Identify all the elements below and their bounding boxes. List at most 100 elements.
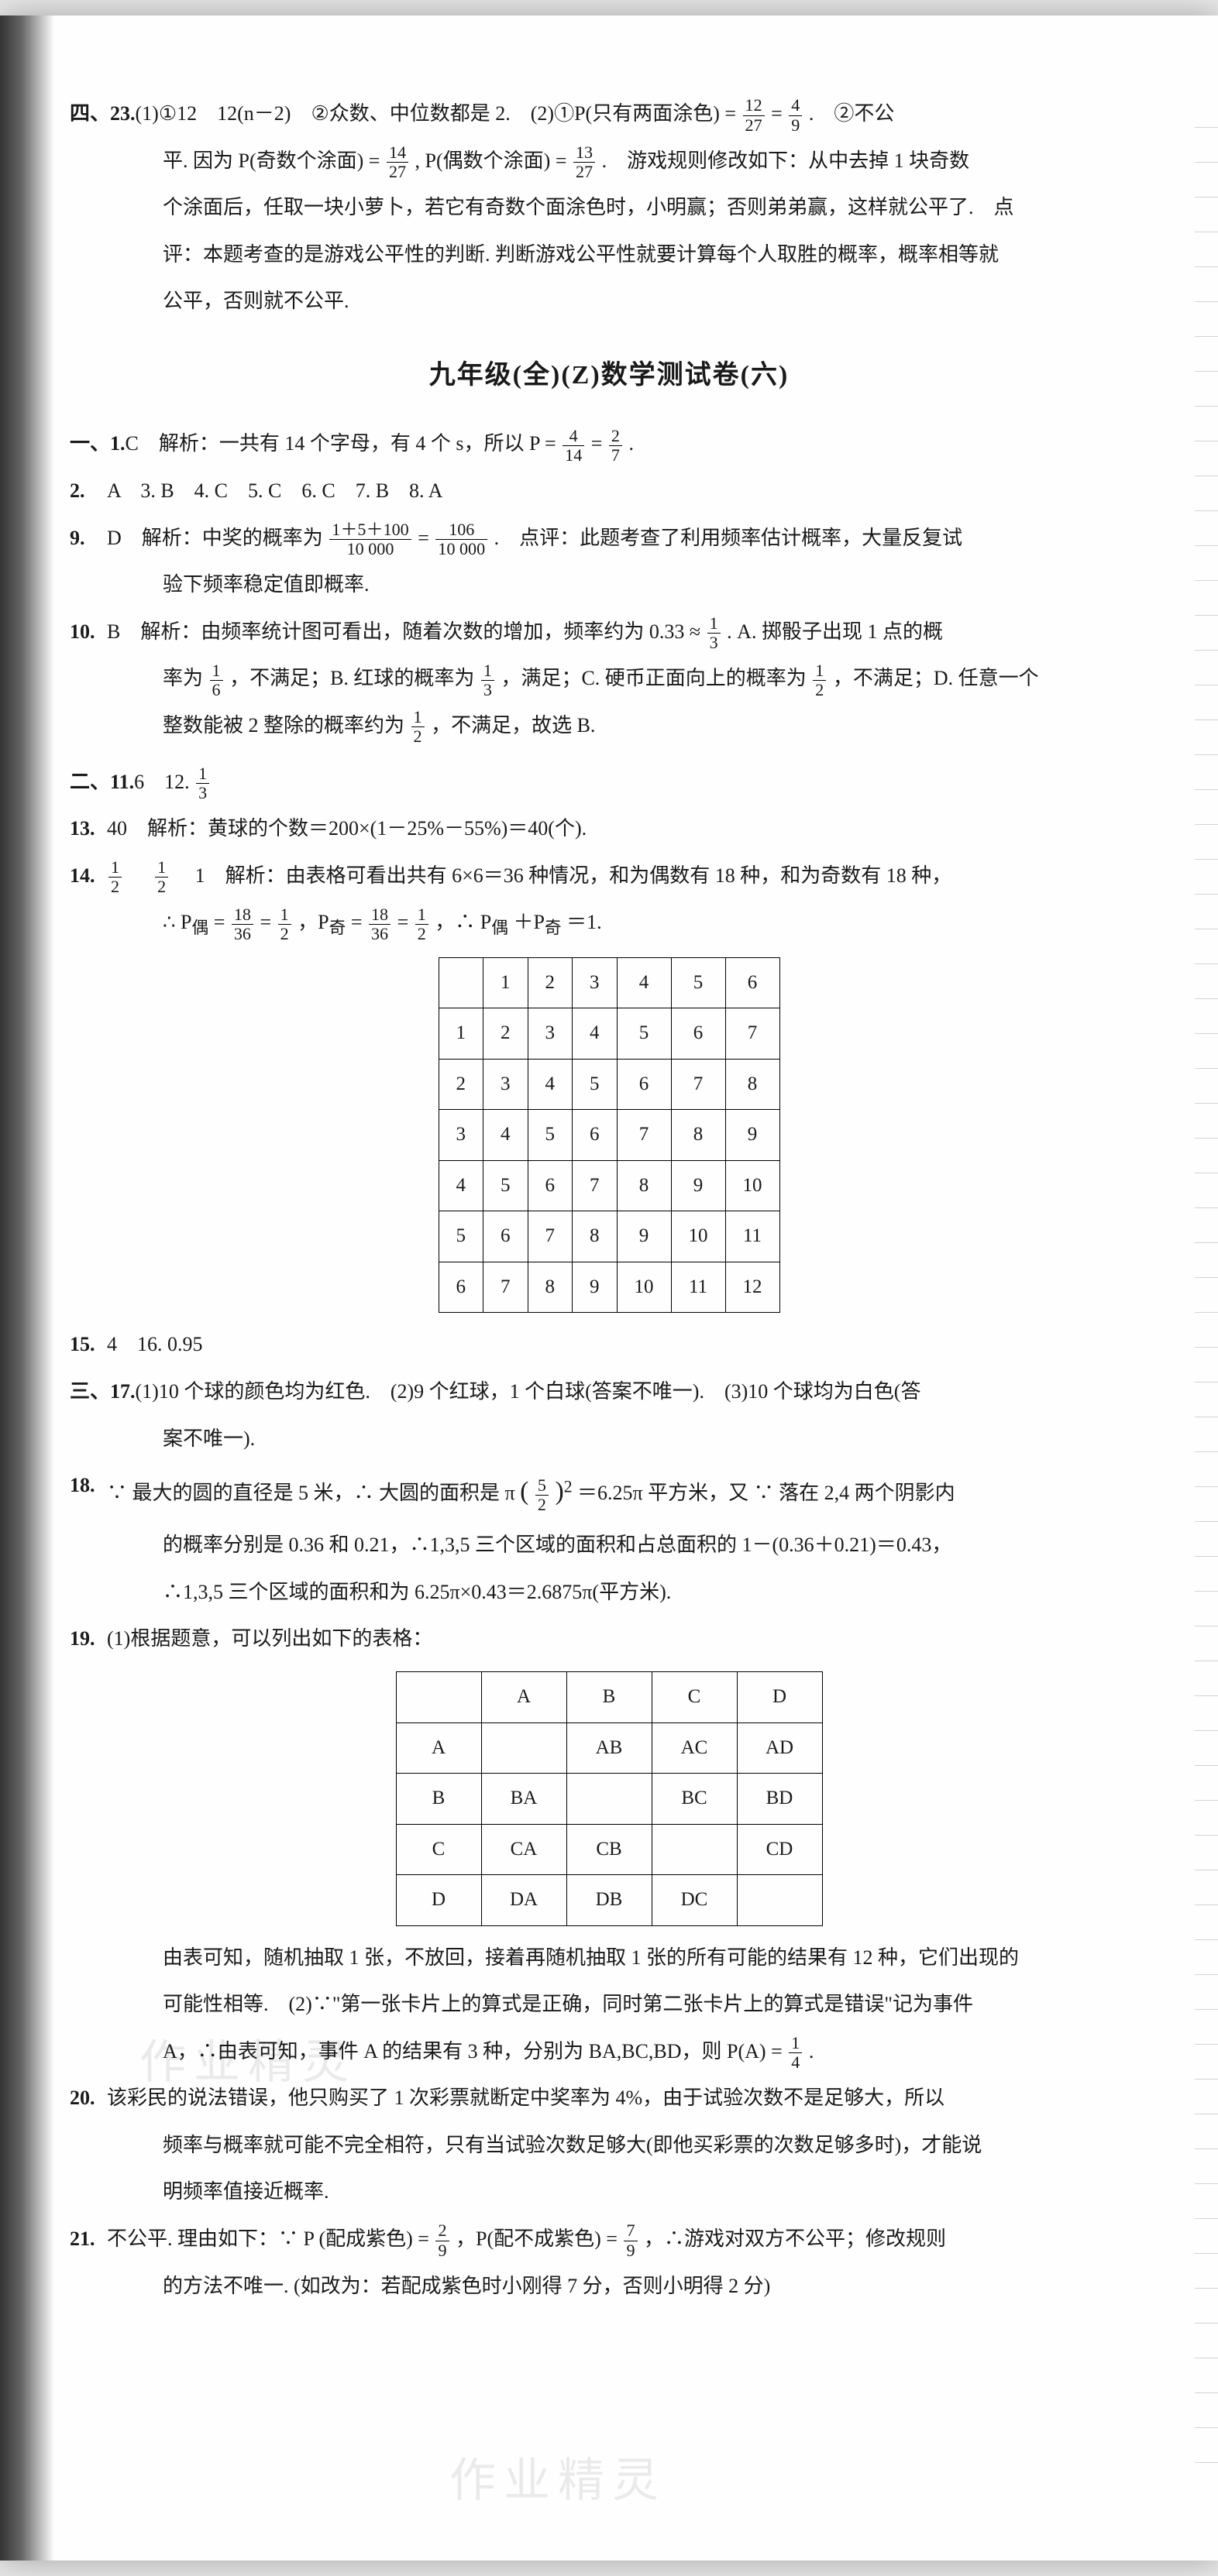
table-cell: 8 [725,1059,779,1110]
fraction: 13 [196,764,209,803]
q14-body: 12 12 1 解析：由表格可看出共有 6×6＝36 种情况，和为偶数有 18 … [107,855,1148,898]
table-cell: AD [737,1722,822,1774]
test-title: 九年级(全)(Z)数学测试卷(六) [70,348,1148,403]
fraction: 13 [707,614,721,653]
text: 不公平. 理由如下：∵ P (配成紫色) = [107,2227,434,2250]
text: (1)①12 12(n－2) ②众数、中位数都是 2. (2)①P(只有两面涂色… [136,102,737,125]
text: 该彩民的说法错误，他只购买了 1 次彩票就断定中奖率为 4%，由于试验次数不是足… [107,2077,1148,2120]
table-row: A ABACAD [396,1722,822,1774]
text: ，P(配不成紫色) = [456,2227,622,2250]
q14: 14. 12 12 1 解析：由表格可看出共有 6×6＝36 种情况，和为偶数有… [70,855,1148,898]
text: ，∴游戏对双方不公平；修改规则 [644,2227,946,2250]
table-header-cell [396,1672,481,1723]
text: D 解析：中奖的概率为 [107,527,328,549]
sub: 偶 [491,919,508,937]
table-cell: 7 [528,1211,573,1262]
table-cell: 5 [439,1211,483,1262]
table-cell: CA [481,1824,566,1875]
table-cell: DA [481,1875,566,1926]
q10-body: B 解析：由频率统计图可看出，随着次数的增加，频率约为 0.33 ≈ 13 . … [107,611,1148,654]
q20-line2: 频率与概率就可能不完全相符，只有当试验次数足够大(即他买彩票的次数足够多时)，才… [70,2124,1148,2167]
table-cell: 8 [573,1211,618,1262]
q21: 21. 不公平. 理由如下：∵ P (配成紫色) = 29 ，P(配不成紫色) … [70,2218,1148,2261]
table-cell [481,1722,566,1774]
table-cell: 9 [617,1211,671,1262]
table-cell [737,1875,822,1926]
watermark: 作业精灵 [449,2432,666,2530]
fraction: 414 [563,427,584,465]
table-cell: 7 [573,1160,618,1211]
q11-body: 6 12. 13 [134,761,1148,804]
table-cell: 6 [439,1262,483,1313]
q20: 20. 该彩民的说法错误，他只购买了 1 次彩票就断定中奖率为 4%，由于试验次… [70,2077,1148,2120]
q18-line3: ∴1,3,5 三个区域的面积和为 6.25π×0.43＝2.6875π(平方米)… [70,1571,1148,1614]
paren: ) [555,1477,563,1506]
q-num: 20. [70,2077,107,2120]
q-num: 14. [70,855,107,898]
text: ∴ P [163,911,192,933]
table-cell: 2 [483,1008,528,1060]
table-header-cell: B [566,1672,652,1723]
text: . [809,2040,814,2063]
q18-body: ∵ 最大的圆的直径是 5 米，∴ 大圆的面积是 π ( 52 )2 ＝6.25π… [107,1465,1148,1520]
q17-cont: 案不唯一). [70,1418,1148,1461]
text: 整数能被 2 整除的概率约为 [163,714,410,737]
table-header-cell: C [652,1672,737,1723]
fraction: 12 [155,858,168,897]
table-cell: 6 [483,1211,528,1262]
text: 率为 [163,667,208,689]
table-cell: DB [566,1875,652,1926]
table-row: 567891011 [439,1211,779,1262]
table-cell: 9 [573,1262,618,1313]
table-cell: 10 [617,1262,671,1313]
section-1-label: 一、1. [70,423,126,465]
fraction: 12 [813,661,826,700]
text: B 解析：由频率统计图可看出，随着次数的增加，频率约为 0.33 ≈ [107,620,706,643]
table-header-cell: 4 [617,957,671,1008]
sum-table: 1234561234567234567834567894567891056789… [439,957,780,1314]
fraction: 1427 [387,143,408,182]
table-row: BBABCBD [396,1774,822,1825]
text: ，∴ P [435,911,491,933]
fraction: 29 [435,2221,449,2260]
fraction: 27 [609,427,622,465]
fraction: 52 [535,1476,549,1515]
table-cell: 5 [617,1008,671,1060]
text: ＋P [513,911,544,933]
table-header-cell: 5 [671,957,725,1008]
table-cell: 6 [617,1059,671,1110]
q13: 13. 40 解析：黄球的个数＝200×(1－25%－55%)＝40(个). [70,808,1148,850]
table-cell: 10 [725,1160,779,1211]
q-num: 10. [70,611,107,654]
text: = [214,911,230,933]
table-cell: 10 [671,1211,725,1262]
table-cell: AC [652,1722,737,1774]
table-header-cell [439,957,483,1008]
table-cell: 5 [573,1059,618,1110]
table-cell: AB [566,1722,652,1774]
table-row: 1234567 [439,1008,779,1060]
table-row: 45678910 [439,1160,779,1211]
table-cell: 1 [439,1008,483,1060]
text: = [351,911,367,933]
table-cell: A [396,1722,481,1774]
fraction: 12 [108,858,122,897]
table-cell: 3 [528,1008,573,1060]
table-header-cell: 3 [573,957,618,1008]
text: ，不满足；B. 红球的概率为 [229,667,480,689]
fraction: 12 [411,708,425,747]
q21-line2: 的方法不唯一. (如改为：若配成紫色时小刚得 7 分，否则小明得 2 分) [70,2265,1148,2308]
text: 6 12. [134,771,194,793]
fraction: 1836 [369,905,391,944]
q19: 19. (1)根据题意，可以列出如下的表格： [70,1618,1148,1661]
q19-line4: A，∴由表可知，事件 A 的结果有 3 种，分别为 BA,BC,BD，则 P(A… [70,2031,1148,2073]
q19-line2: 由表可知，随机抽取 1 张，不放回，接着再随机抽取 1 张的所有可能的结果有 1… [70,1937,1148,1980]
text: (1)10 个球的颜色均为红色. (2)9 个红球，1 个白球(答案不唯一). … [136,1371,1148,1413]
text: 4 16. 0.95 [107,1324,1148,1366]
paren: ( [520,1477,528,1506]
text: ＝6.25π 平方米，又 ∵ 落在 2,4 两个阴影内 [577,1482,955,1504]
q2-8: 2. A 3. B 4. C 5. C 6. C 7. B 8. A [70,470,1148,513]
q18-line2: 的概率分别是 0.36 和 0.21，∴1,3,5 三个区域的面积和占总面积的 … [70,1524,1148,1567]
table-cell: 4 [573,1008,618,1060]
sub: 奇 [329,919,346,937]
